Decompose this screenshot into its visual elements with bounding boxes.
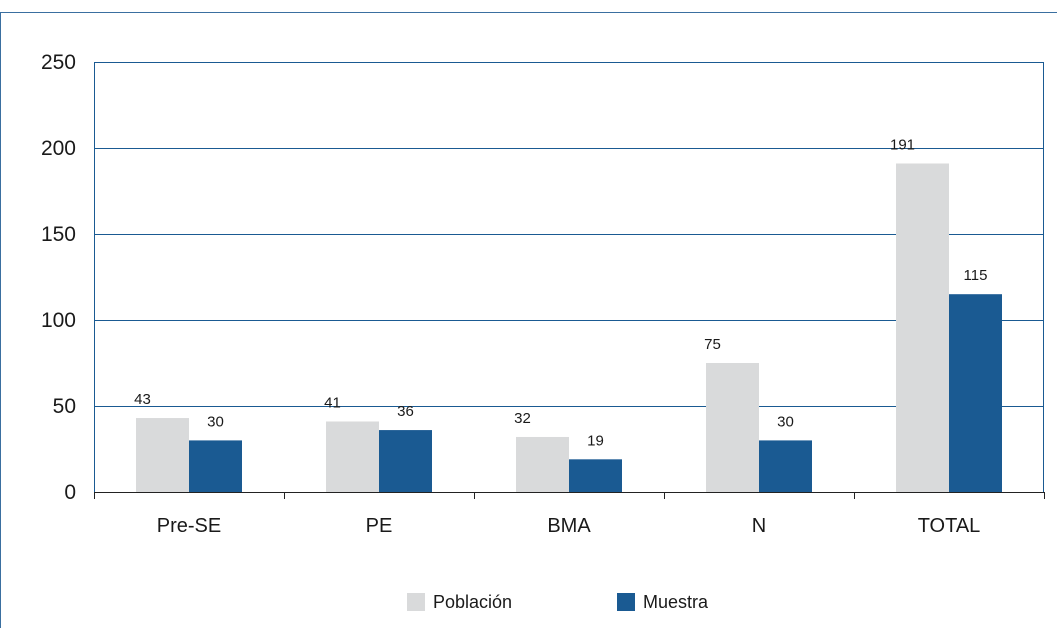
x-tick-label-pe: PE [366, 515, 393, 537]
data-label-pre-se-poblacion: 43 [134, 391, 151, 408]
data-label-pre-se-muestra: 30 [207, 413, 224, 430]
bar-pre-se-poblacion [136, 418, 189, 492]
bar-total-poblacion [896, 163, 949, 493]
legend-label-muestra: Muestra [643, 591, 709, 612]
legend-item-poblacion: Población [407, 590, 512, 614]
data-label-bma-muestra: 19 [587, 432, 604, 449]
data-label-n-muestra: 30 [777, 413, 794, 430]
data-label-pe-poblacion: 41 [324, 394, 341, 411]
legend-swatch-poblacion [407, 593, 425, 611]
y-tick-label-200: 200 [41, 137, 76, 160]
x-tick-label-total: TOTAL [918, 515, 981, 537]
bar-pe-muestra [379, 430, 432, 492]
data-label-n-poblacion: 75 [704, 336, 721, 353]
x-tick-label-pre-se: Pre-SE [157, 515, 221, 537]
bar-pre-se-muestra [189, 440, 242, 492]
y-tick-label-0: 0 [64, 481, 76, 504]
bar-pe-poblacion [326, 421, 379, 492]
bar-n-muestra [759, 440, 812, 492]
x-tick-label-bma: BMA [547, 515, 591, 537]
x-tick-label-n: N [752, 515, 766, 537]
data-label-pe-muestra: 36 [397, 403, 414, 420]
data-label-total-poblacion: 191 [890, 136, 915, 153]
bar-total-muestra [949, 294, 1002, 492]
legend-swatch-muestra [617, 593, 635, 611]
bar-bma-poblacion [516, 436, 569, 492]
y-tick-label-150: 150 [41, 223, 76, 246]
legend: Población Muestra [0, 590, 1057, 614]
y-tick-label-250: 250 [41, 51, 76, 74]
y-tick-label-50: 50 [53, 395, 76, 418]
y-tick-label-100: 100 [41, 309, 76, 332]
bar-bma-muestra [569, 459, 622, 492]
data-label-total-muestra: 115 [964, 267, 988, 284]
bar-n-poblacion [706, 363, 759, 492]
legend-item-muestra: Muestra [617, 590, 708, 614]
legend-label-poblacion: Población [433, 591, 513, 612]
data-label-bma-poblacion: 32 [514, 410, 531, 427]
